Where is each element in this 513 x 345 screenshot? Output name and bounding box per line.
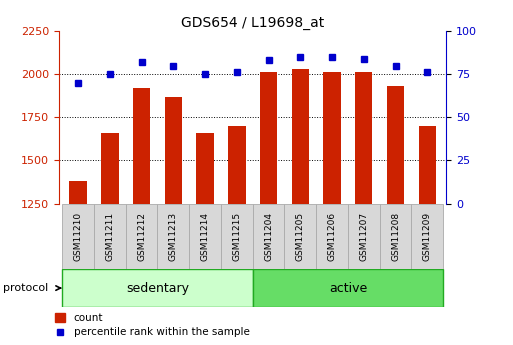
- Bar: [196, 133, 214, 204]
- Text: GSM11213: GSM11213: [169, 212, 178, 261]
- Bar: [253, 204, 284, 269]
- Text: GSM11209: GSM11209: [423, 212, 432, 261]
- Bar: [387, 86, 404, 204]
- Bar: [133, 88, 150, 204]
- Bar: [411, 204, 443, 269]
- Bar: [316, 204, 348, 269]
- Bar: [419, 126, 436, 204]
- Bar: [228, 126, 246, 204]
- Bar: [260, 72, 277, 204]
- Text: sedentary: sedentary: [126, 282, 189, 295]
- Text: GSM11206: GSM11206: [327, 212, 337, 261]
- Bar: [69, 181, 87, 204]
- Bar: [221, 204, 253, 269]
- Bar: [126, 204, 157, 269]
- Bar: [348, 204, 380, 269]
- Legend: count, percentile rank within the sample: count, percentile rank within the sample: [51, 309, 254, 342]
- Text: active: active: [329, 282, 367, 295]
- Bar: [355, 72, 372, 204]
- Bar: [284, 204, 316, 269]
- Text: GSM11211: GSM11211: [105, 212, 114, 261]
- Bar: [165, 97, 182, 204]
- Text: GSM11214: GSM11214: [201, 212, 209, 261]
- Text: protocol: protocol: [3, 283, 48, 293]
- Bar: [157, 204, 189, 269]
- Bar: [189, 204, 221, 269]
- Text: GSM11215: GSM11215: [232, 212, 241, 261]
- Bar: [323, 72, 341, 204]
- Bar: [62, 204, 94, 269]
- Text: GSM11204: GSM11204: [264, 212, 273, 261]
- Bar: [291, 69, 309, 204]
- Text: GSM11212: GSM11212: [137, 212, 146, 261]
- Bar: [94, 204, 126, 269]
- Text: GSM11205: GSM11205: [296, 212, 305, 261]
- Bar: [101, 133, 119, 204]
- Text: GSM11210: GSM11210: [73, 212, 83, 261]
- Text: GSM11207: GSM11207: [359, 212, 368, 261]
- Bar: [253, 269, 443, 307]
- Bar: [62, 269, 253, 307]
- Text: GSM11208: GSM11208: [391, 212, 400, 261]
- Bar: [380, 204, 411, 269]
- Title: GDS654 / L19698_at: GDS654 / L19698_at: [181, 16, 324, 30]
